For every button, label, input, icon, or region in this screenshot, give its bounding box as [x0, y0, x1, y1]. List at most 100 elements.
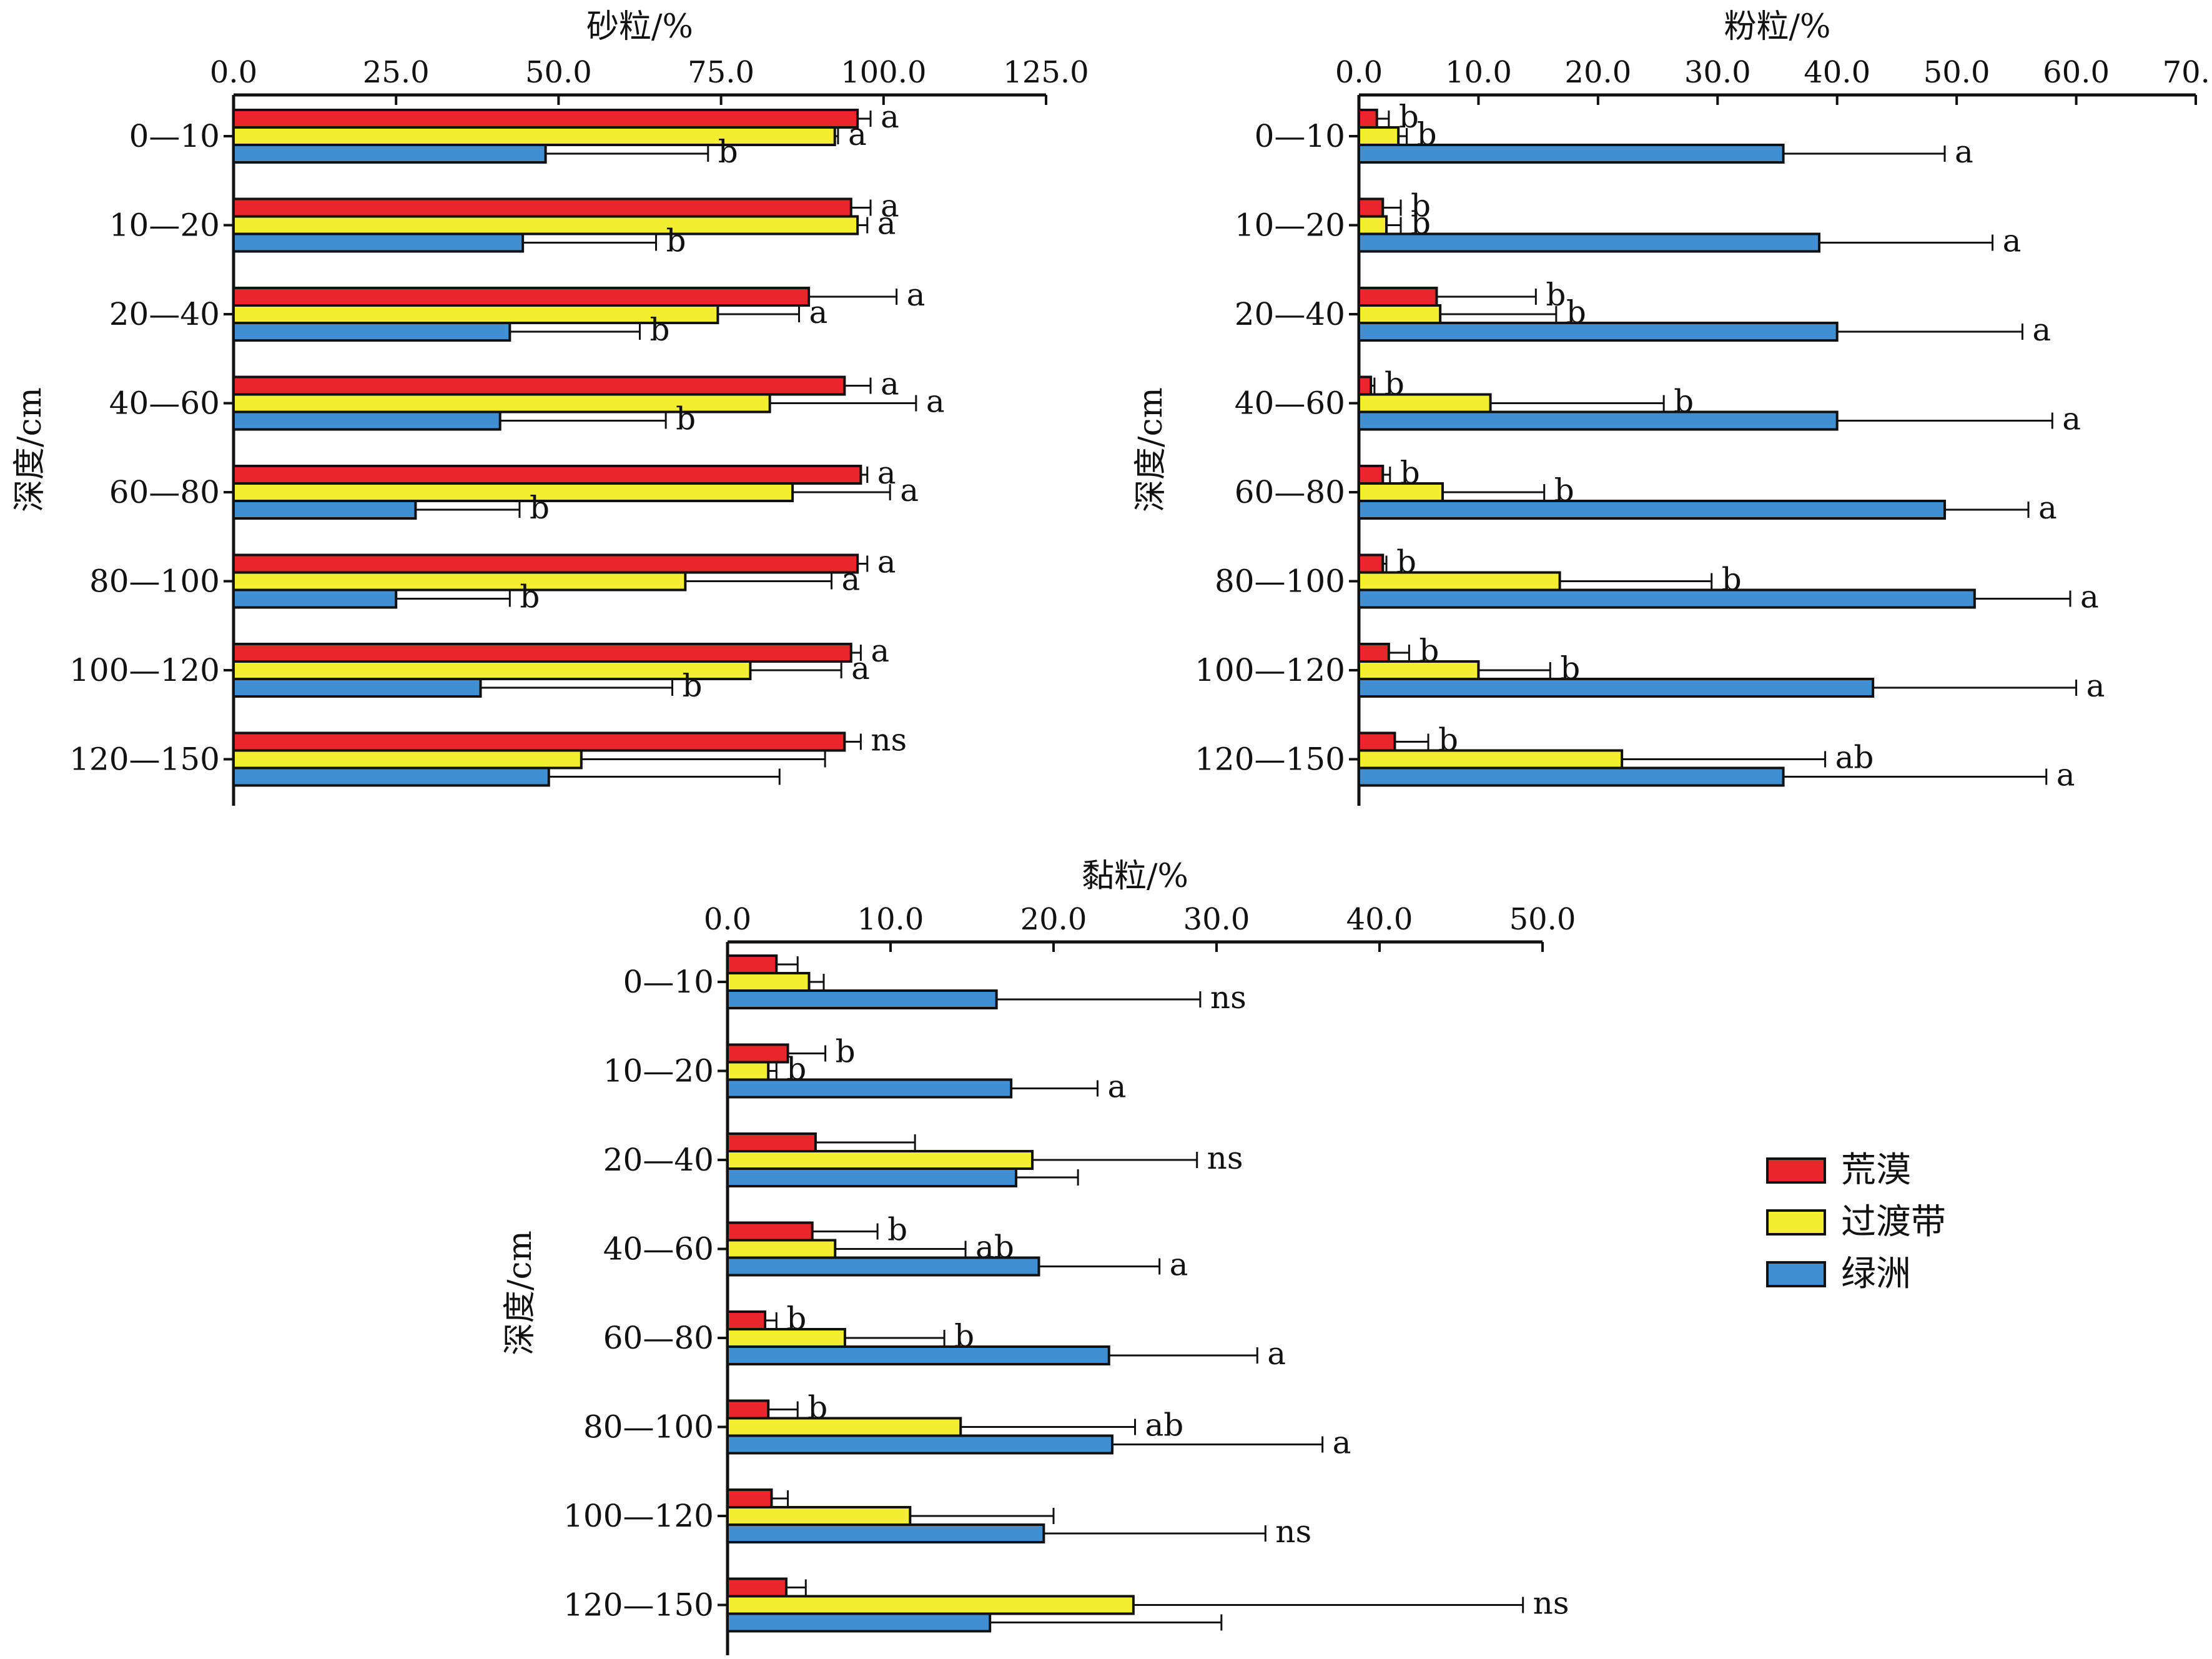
silt-bar-2 [1358, 322, 1839, 342]
clay-significance-label: a [1267, 1335, 1286, 1372]
sand-significance-label: a [842, 562, 861, 598]
clay-bar-2 [726, 1167, 1017, 1187]
silt-significance-label: a [2032, 312, 2051, 348]
silt-bar-2 [1358, 500, 1946, 520]
silt-category-label: 120—150 [1195, 741, 1345, 778]
sand-bar-0 [232, 109, 859, 129]
sand-bar-0 [232, 465, 862, 485]
silt-bar-1 [1358, 749, 1624, 770]
silt-bar-2 [1358, 232, 1820, 253]
silt-significance-label: a [2080, 579, 2099, 615]
legend-swatch-transition [1766, 1209, 1826, 1236]
sand-significance-label: b [650, 312, 670, 348]
clay-bar-0 [726, 1577, 788, 1598]
sand-bar-1 [232, 660, 752, 680]
silt-category-label: 40—60 [1235, 385, 1345, 422]
sand-x-tick-label: 25.0 [363, 55, 430, 90]
sand-bar-0 [232, 643, 852, 663]
silt-bar-2 [1358, 144, 1785, 164]
sand-category-label: 80—100 [89, 563, 220, 600]
silt-bar-0 [1358, 465, 1385, 485]
clay-category-label: 100—120 [563, 1498, 714, 1534]
clay-significance-label: b [836, 1034, 856, 1070]
sand-significance-label: b [676, 401, 696, 437]
silt-x-axis-title: 粉粒/% [1724, 8, 1831, 46]
clay-bar-0 [726, 1399, 770, 1420]
clay-x-tick-label: 20.0 [1020, 902, 1087, 937]
sand-bar-1 [232, 304, 719, 324]
silt-bar-0 [1358, 109, 1378, 129]
sand-bar-2 [232, 410, 501, 431]
silt-category-label: 20—40 [1235, 296, 1345, 332]
silt-category-label: 0—10 [1255, 118, 1345, 154]
sand-x-tick-label: 125.0 [1003, 55, 1089, 90]
sand-x-tick-label: 50.0 [525, 55, 592, 90]
clay-bar-2 [726, 1078, 1013, 1099]
clay-bar-1 [726, 972, 811, 992]
silt-bar-1 [1358, 304, 1442, 324]
clay-bar-0 [726, 1310, 767, 1330]
legend-label-desert: 荒漠 [1841, 1150, 1911, 1191]
clay-significance-label: ab [1145, 1407, 1184, 1444]
clay-significance-label: a [1170, 1247, 1188, 1283]
silt-significance-label: a [2038, 490, 2057, 526]
clay-bar-0 [726, 1132, 817, 1152]
silt-bar-1 [1358, 482, 1444, 502]
clay-significance-label: ns [1210, 979, 1247, 1016]
sand-significance-label: a [848, 116, 867, 152]
sand-bar-2 [232, 766, 550, 787]
sand-significance-label: a [871, 633, 889, 669]
silt-significance-label: b [1411, 188, 1431, 224]
sand-y-axis-title: 深度/cm [11, 387, 49, 512]
silt-y-axis-title: 深度/cm [1132, 387, 1170, 512]
silt-x-tick-label: 30.0 [1684, 55, 1751, 90]
clay-y-axis-title: 深度/cm [501, 1231, 539, 1355]
silt-bar-2 [1358, 766, 1785, 787]
silt-x-tick-label: 40.0 [1804, 55, 1870, 90]
silt-significance-label: a [2086, 668, 2105, 704]
sand-bar-1 [232, 215, 859, 235]
clay-category-label: 40—60 [603, 1231, 714, 1267]
clay-x-tick-label: 30.0 [1183, 902, 1250, 937]
silt-bar-2 [1358, 410, 1839, 431]
sand-significance-label: a [809, 294, 827, 330]
clay-category-label: 0—10 [623, 964, 714, 1000]
silt-category-label: 10—20 [1235, 207, 1345, 244]
silt-x-tick-label: 50.0 [1923, 55, 1990, 90]
silt-bar-0 [1358, 375, 1373, 396]
sand-bar-0 [232, 731, 846, 752]
clay-bar-0 [726, 954, 778, 974]
sand-bar-1 [232, 482, 794, 502]
clay-bar-1 [726, 1595, 1135, 1615]
sand-bar-0 [232, 375, 846, 396]
sand-category-label: 40—60 [109, 385, 220, 422]
silt-x-tick-label: 20.0 [1564, 55, 1631, 90]
sand-bar-1 [232, 571, 687, 592]
sand-significance-label: b [683, 668, 703, 704]
sand-significance-label: ns [871, 722, 907, 758]
silt-category-label: 100—120 [1195, 652, 1345, 688]
sand-significance-label: a [926, 384, 945, 420]
clay-category-label: 60—80 [603, 1320, 714, 1356]
sand-significance-label: a [900, 472, 919, 508]
clay-bar-1 [726, 1417, 962, 1437]
silt-significance-label: a [1955, 134, 1973, 170]
silt-bar-0 [1358, 197, 1385, 218]
silt-bar-1 [1358, 215, 1388, 235]
silt-x-tick-label: 70.0 [2163, 55, 2212, 90]
clay-bar-0 [726, 1043, 789, 1064]
clay-bar-2 [726, 1612, 992, 1633]
sand-significance-label: b [530, 490, 550, 526]
clay-bar-2 [726, 1345, 1110, 1365]
legend-swatch-desert [1766, 1157, 1826, 1184]
sand-bar-2 [232, 588, 398, 609]
clay-category-label: 120—150 [563, 1587, 714, 1623]
legend-swatch-oasis [1766, 1261, 1826, 1287]
legend-label-oasis: 绿洲 [1841, 1254, 1911, 1294]
clay-significance-label: ns [1533, 1585, 1569, 1622]
silt-significance-label: a [2062, 401, 2081, 437]
clay-bar-2 [726, 1434, 1113, 1455]
silt-bar-2 [1358, 588, 1976, 609]
sand-bar-1 [232, 393, 771, 414]
